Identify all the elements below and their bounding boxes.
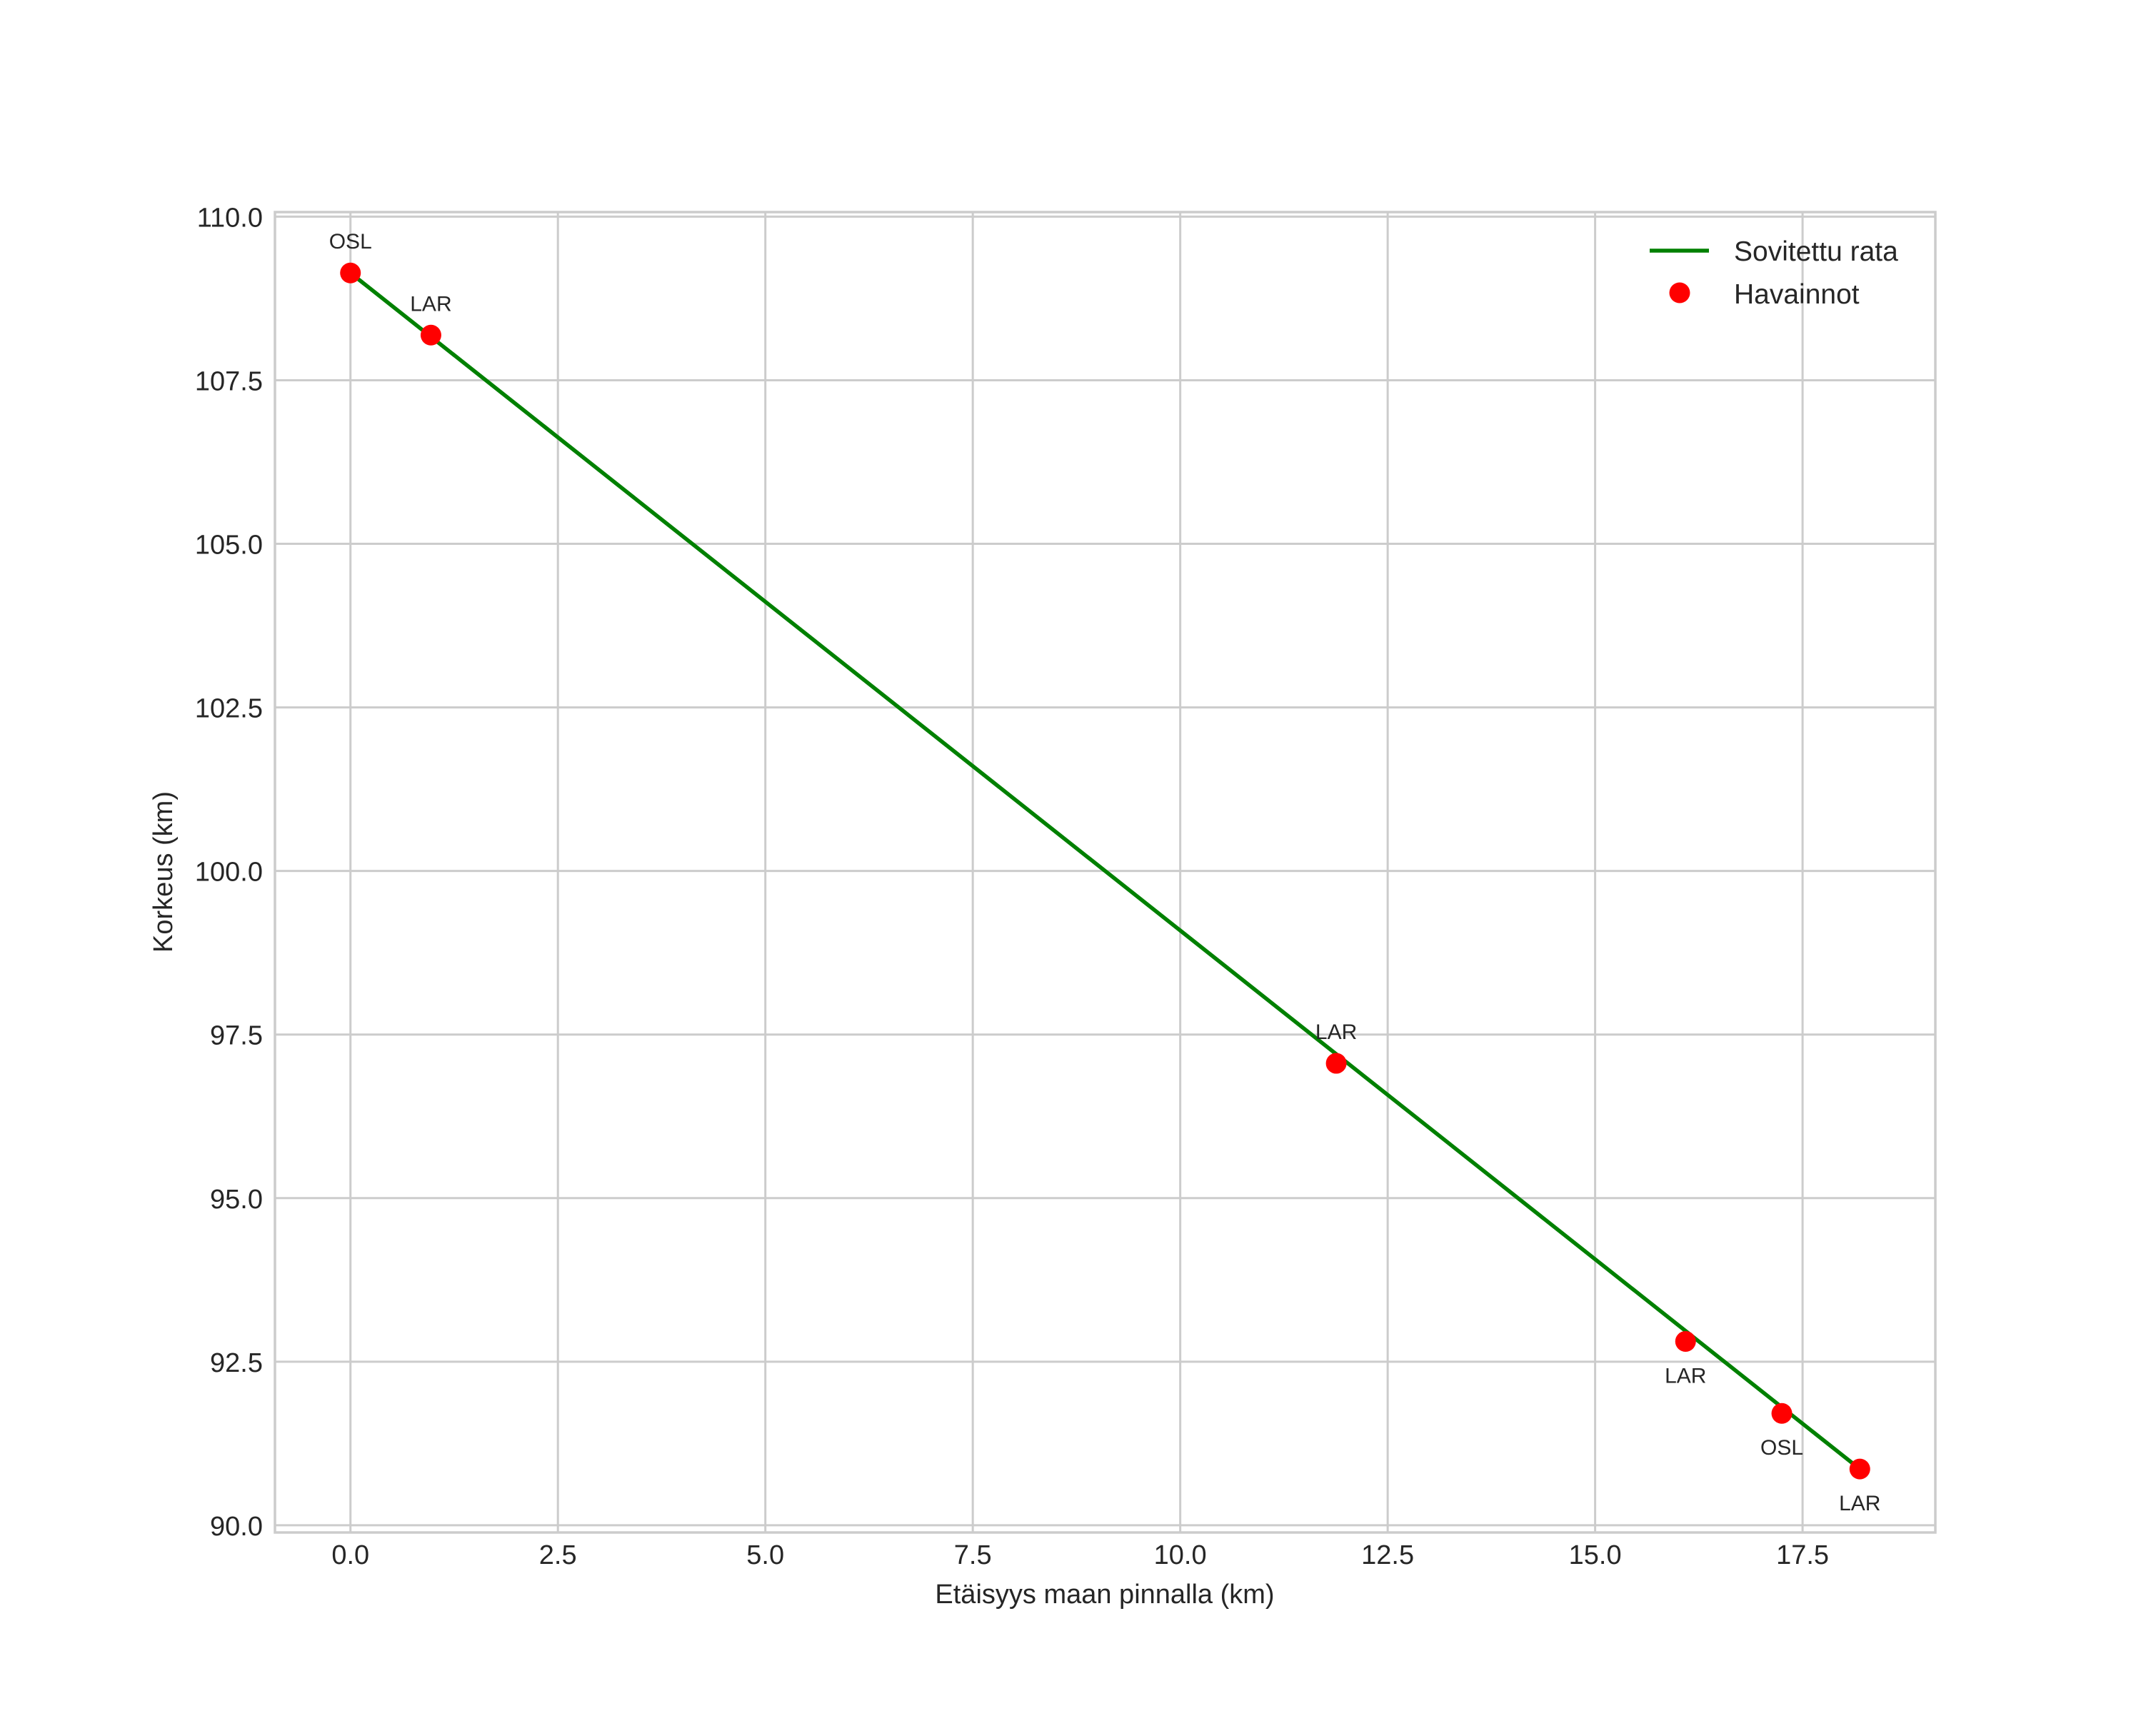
x-tick-label: 0.0 <box>331 1540 369 1570</box>
legend-dot-swatch-icon <box>1669 282 1690 303</box>
x-tick-label: 7.5 <box>954 1540 992 1570</box>
y-axis-label: Korkeus (km) <box>149 791 179 953</box>
x-tick-label: 2.5 <box>539 1540 577 1570</box>
axes-frame <box>274 211 1937 1534</box>
observation-point <box>1771 1403 1793 1424</box>
x-tick-label: 17.5 <box>1776 1540 1829 1570</box>
x-tick-label: 5.0 <box>746 1540 784 1570</box>
y-tick-label: 95.0 <box>210 1185 263 1215</box>
observation-point <box>1675 1330 1696 1352</box>
fitted-track-line <box>347 270 1863 1472</box>
y-tick-label: 110.0 <box>197 203 263 233</box>
point-annotations: OSL LAR LAR LAR OSL LAR <box>329 230 1881 1515</box>
y-tick-label: 100.0 <box>195 858 263 888</box>
station-label: LAR <box>1315 1020 1357 1044</box>
x-tick-label: 12.5 <box>1361 1540 1414 1570</box>
x-axis-label: Etäisyys maan pinnalla (km) <box>935 1580 1274 1610</box>
x-tick-label: 15.0 <box>1569 1540 1622 1570</box>
station-label: LAR <box>410 292 451 316</box>
x-axis-ticks: 0.0 2.5 5.0 7.5 10.0 12.5 15.0 17.5 <box>331 1540 1829 1570</box>
y-tick-label: 102.5 <box>195 694 263 724</box>
observation-point <box>1325 1053 1347 1074</box>
observation-point <box>420 324 441 346</box>
plot-area <box>340 262 1870 1480</box>
station-label: LAR <box>1665 1364 1706 1388</box>
y-tick-label: 105.0 <box>195 531 263 561</box>
station-label: OSL <box>1760 1436 1803 1460</box>
y-axis-ticks: 90.0 92.5 95.0 97.5 100.0 102.5 105.0 107.5 110.… <box>195 203 263 1542</box>
y-tick-label: 97.5 <box>210 1021 263 1051</box>
legend-label-fitted-track: Sovitettu rata <box>1734 236 1898 267</box>
y-tick-label: 92.5 <box>210 1348 263 1378</box>
station-label: OSL <box>329 230 372 254</box>
station-label: LAR <box>1839 1492 1880 1515</box>
legend: Sovitettu rata Havainnot <box>1650 236 1898 310</box>
observation-point <box>1849 1458 1870 1480</box>
y-tick-label: 107.5 <box>195 366 263 396</box>
x-tick-label: 10.0 <box>1154 1540 1207 1570</box>
observation-point <box>340 262 361 284</box>
legend-label-observations: Havainnot <box>1734 279 1860 310</box>
y-tick-label: 90.0 <box>210 1512 263 1542</box>
